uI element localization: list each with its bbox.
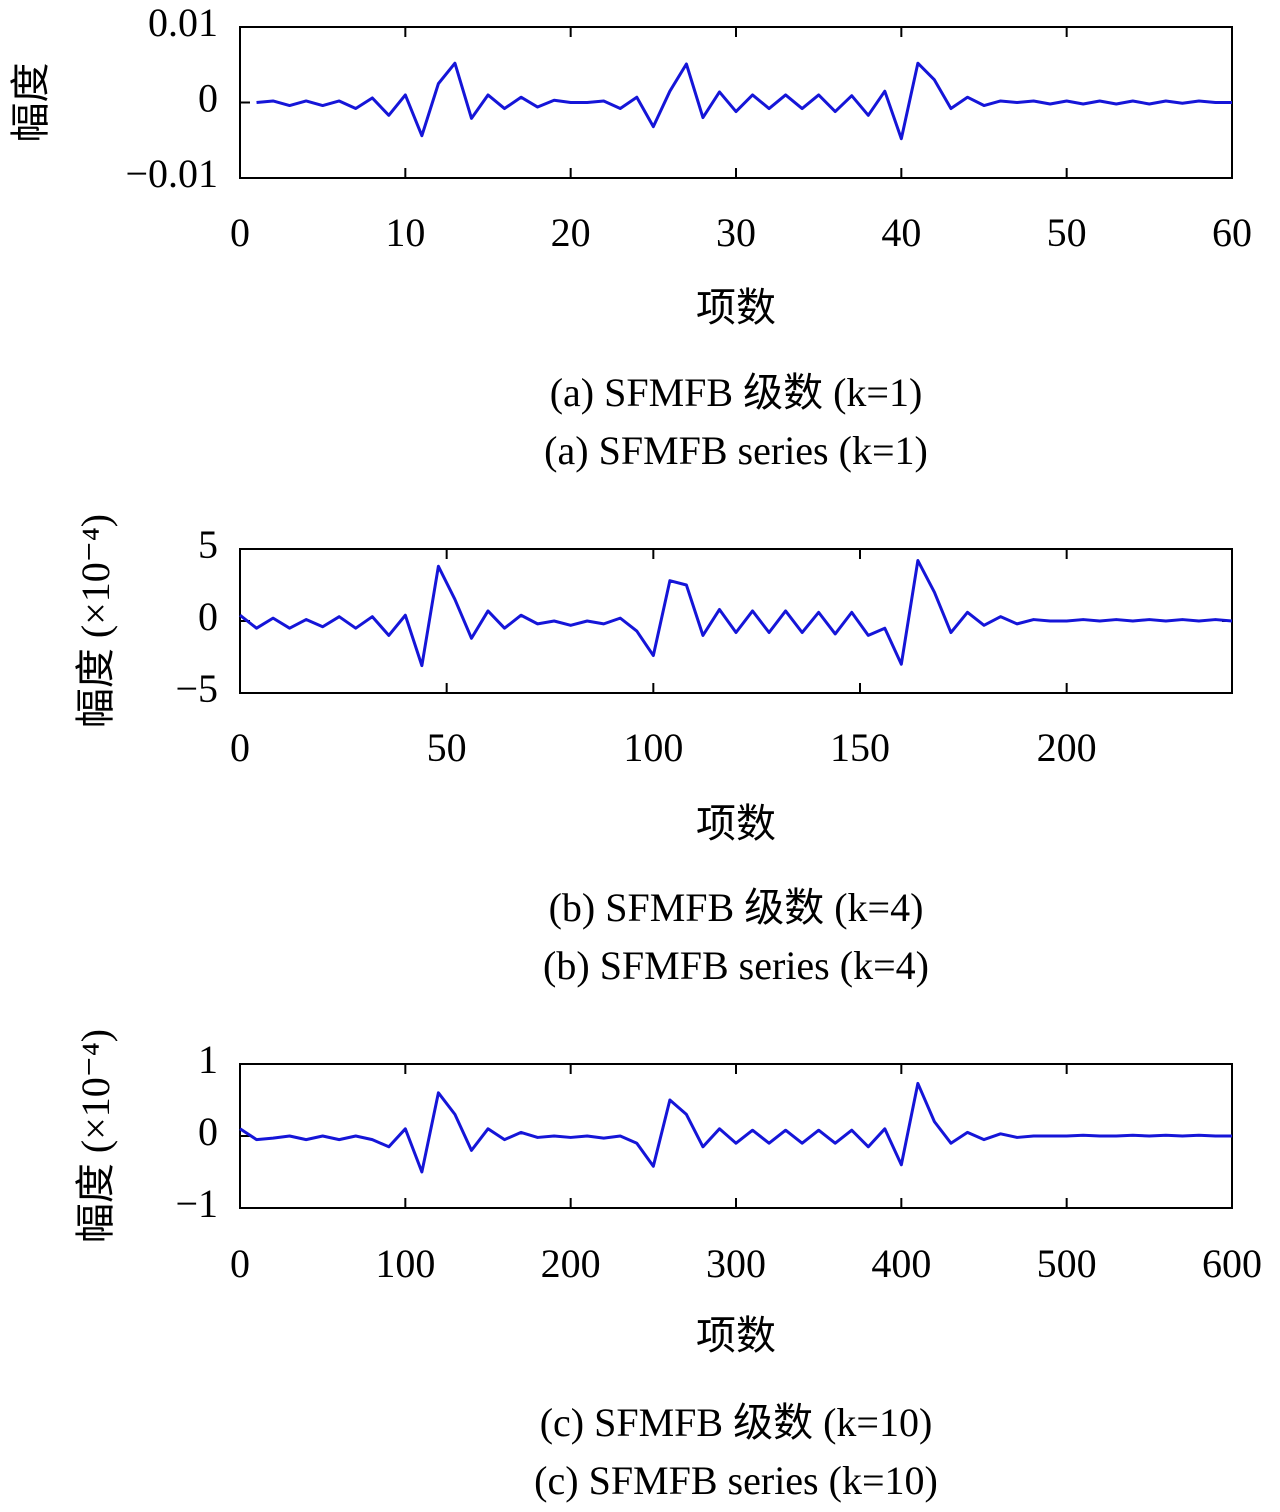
x-tick-label: 60 (1212, 210, 1252, 255)
y-tick-label: 0 (198, 1109, 218, 1154)
caption-english: (b) SFMFB series (k=4) (543, 943, 929, 988)
data-line (256, 61, 1232, 141)
y-tick-label: 0 (198, 594, 218, 639)
x-tick-label: 0 (230, 725, 250, 770)
y-tick-label: −0.01 (125, 151, 218, 196)
x-axis-label: 项数 (696, 801, 776, 846)
x-tick-label: 500 (1037, 1241, 1097, 1286)
y-tick-label: 0 (198, 76, 218, 121)
caption-english: (c) SFMFB series (k=10) (534, 1458, 938, 1503)
x-tick-label: 400 (871, 1241, 931, 1286)
x-tick-label: 40 (881, 210, 921, 255)
y-axis-label: 幅度 (×10⁻⁴) (73, 514, 118, 728)
caption-english: (a) SFMFB series (k=1) (544, 428, 928, 473)
x-axis-label: 项数 (696, 285, 776, 330)
y-tick-label: 0.01 (148, 0, 218, 45)
x-tick-label: 10 (385, 210, 425, 255)
x-tick-label: 50 (427, 725, 467, 770)
y-tick-label: 5 (198, 522, 218, 567)
x-tick-label: 100 (623, 725, 683, 770)
x-tick-label: 150 (830, 725, 890, 770)
data-line (239, 1081, 1232, 1174)
x-tick-label: 200 (541, 1241, 601, 1286)
x-tick-label: 30 (716, 210, 756, 255)
y-axis-label: 幅度 (8, 63, 53, 143)
x-tick-label: 0 (230, 1241, 250, 1286)
y-tick-label: 1 (198, 1037, 218, 1082)
caption: (b) SFMFB 级数 (k=4) (549, 885, 924, 930)
y-axis-label: 幅度 (×10⁻⁴) (73, 1029, 118, 1243)
data-line (239, 559, 1233, 668)
x-tick-label: 0 (230, 210, 250, 255)
x-axis-label: 项数 (696, 1313, 776, 1358)
x-tick-label: 200 (1037, 725, 1097, 770)
caption: (c) SFMFB 级数 (k=10) (540, 1400, 933, 1445)
caption: (a) SFMFB 级数 (k=1) (550, 370, 923, 415)
x-tick-label: 20 (551, 210, 591, 255)
x-tick-label: 50 (1047, 210, 1087, 255)
y-tick-label: −5 (175, 666, 218, 711)
x-tick-label: 100 (375, 1241, 435, 1286)
x-tick-label: 300 (706, 1241, 766, 1286)
x-tick-label: 600 (1202, 1241, 1262, 1286)
y-tick-label: −1 (175, 1181, 218, 1226)
